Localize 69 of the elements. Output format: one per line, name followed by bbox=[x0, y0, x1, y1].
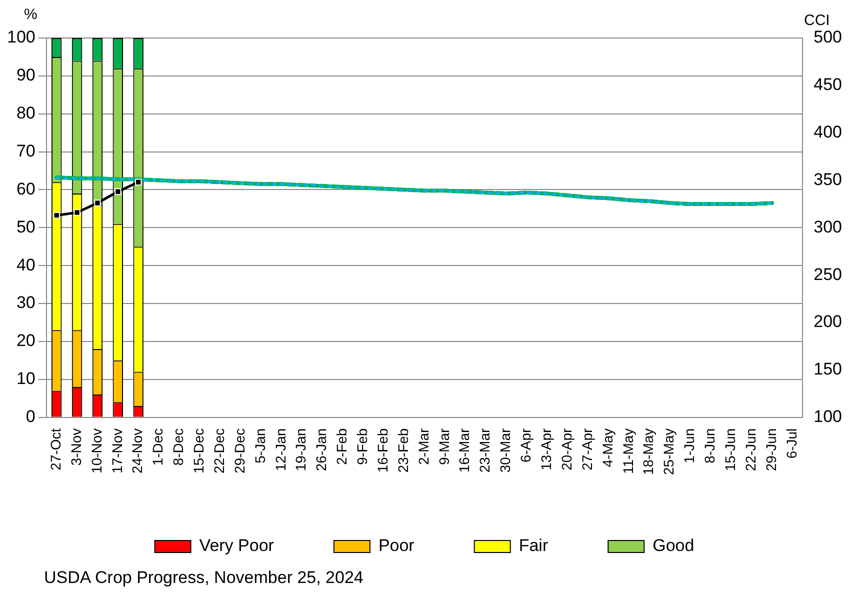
y-tick-label: 20 bbox=[16, 331, 36, 350]
y-tick-label: 70 bbox=[16, 141, 36, 160]
x-tick-label: 26-Jan bbox=[313, 428, 330, 472]
x-tick-label: 23-Mar bbox=[476, 428, 493, 473]
point bbox=[53, 212, 60, 219]
x-tick-label: 2-Mar bbox=[415, 428, 432, 465]
x-tick-label: 19-Jan bbox=[292, 428, 309, 472]
x-tick-label: 30-Mar bbox=[497, 428, 514, 473]
y2-tick-label: 200 bbox=[814, 312, 842, 332]
x-tick-label: 25-May bbox=[660, 428, 677, 476]
y-tick-label: 100 bbox=[6, 28, 36, 47]
y2-tick-label: 350 bbox=[814, 170, 842, 189]
y-tick-label: 80 bbox=[16, 104, 36, 123]
y2-tick-label: 250 bbox=[814, 264, 842, 284]
x-tick-label: 9-Mar bbox=[436, 428, 452, 465]
point bbox=[74, 209, 80, 216]
y2-tick-label: 300 bbox=[814, 217, 842, 236]
y-tick-label: 10 bbox=[16, 369, 36, 388]
x-tick-label: 1-Dec bbox=[150, 428, 166, 466]
x-tick-label: 22-Dec bbox=[210, 428, 227, 474]
y-tick-label: 50 bbox=[16, 217, 36, 236]
point bbox=[135, 178, 142, 186]
x-tick-label: 27-Apr bbox=[578, 428, 595, 470]
x-tick-label: 8-Jun bbox=[702, 428, 718, 464]
legend-label: Very Poor bbox=[199, 536, 274, 556]
x-tick-label: 4-May bbox=[599, 428, 616, 468]
y-tick-label: 30 bbox=[16, 293, 36, 312]
y-tick-label: 90 bbox=[16, 66, 36, 85]
x-tick-label: 6-Jul bbox=[783, 428, 800, 459]
x-tick-label: 9-Feb bbox=[354, 428, 370, 465]
x-tick-label: 1-Jun bbox=[681, 428, 698, 464]
x-tick-label: 15-Dec bbox=[190, 428, 207, 474]
x-tick-label: 11-May bbox=[620, 428, 636, 474]
x-tick-label: 27-Oct bbox=[47, 428, 64, 470]
y2-tick-label: 450 bbox=[814, 75, 842, 94]
x-tick-label: 12-Jan bbox=[272, 428, 288, 472]
x-tick-label: 15-Jun bbox=[722, 428, 738, 472]
x-tick-label: 10-Nov bbox=[88, 428, 104, 474]
y-axis-title: % bbox=[24, 6, 38, 23]
x-tick-label: 29-Jun bbox=[762, 428, 779, 472]
x-tick-label: 29-Dec bbox=[231, 428, 248, 474]
point bbox=[94, 200, 101, 206]
y-tick-label: 60 bbox=[16, 179, 36, 198]
x-tick-label: 6-Apr bbox=[518, 428, 534, 463]
y2-tick-label: 500 bbox=[814, 28, 842, 47]
y2-axis-title: CCI bbox=[804, 12, 830, 29]
y-tick-label: 40 bbox=[16, 255, 36, 274]
x-tick-label: 8-Dec bbox=[170, 428, 186, 466]
legend-label: Poor bbox=[378, 536, 415, 556]
legend-label: Good bbox=[652, 536, 694, 556]
x-tick-label: 16-Mar bbox=[456, 428, 472, 473]
y2-tick-label: 400 bbox=[814, 122, 842, 142]
text: USDA Crop Progress, November 25, 2024 bbox=[44, 568, 364, 588]
y2-tick-label: 100 bbox=[814, 407, 842, 426]
x-tick-label: 2-Feb bbox=[334, 428, 350, 465]
legend-label: Fair bbox=[518, 536, 548, 556]
x-tick-label: 16-Feb bbox=[374, 428, 390, 473]
x-tick-label: 13-Apr bbox=[538, 428, 554, 470]
y2-tick-label: 150 bbox=[814, 360, 842, 379]
x-tick-label: 18-May bbox=[640, 428, 656, 476]
x-tick-label: 22-Jun bbox=[742, 428, 758, 472]
point bbox=[114, 188, 122, 195]
x-tick-label: 5-Jan bbox=[252, 428, 268, 464]
y-tick-label: 0 bbox=[26, 407, 36, 426]
x-tick-label: 3-Nov bbox=[68, 428, 84, 466]
x-tick-label: 20-Apr bbox=[558, 428, 574, 470]
x-tick-label: 24-Nov bbox=[129, 428, 146, 474]
x-tick-label: 17-Nov bbox=[108, 428, 125, 474]
x-tick-label: 23-Feb bbox=[394, 428, 411, 473]
